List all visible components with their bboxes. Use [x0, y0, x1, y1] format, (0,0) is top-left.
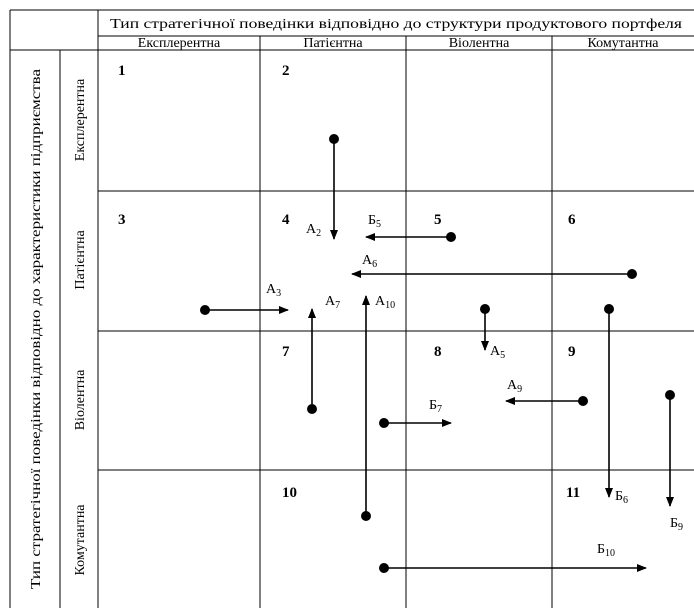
- label-a10: А10: [375, 294, 395, 311]
- label-a3: А3: [266, 282, 281, 299]
- cell-number-7: 7: [282, 344, 290, 360]
- cell-number-10: 10: [282, 485, 297, 501]
- column-header-violent: Віолентна: [449, 36, 510, 51]
- arrow-b6: [604, 304, 614, 498]
- side-title: Тип стратегічної поведінки відповідно до…: [29, 68, 44, 589]
- row-header-patient: Патієнтна: [73, 230, 88, 290]
- arrow-a6: [351, 269, 637, 279]
- label-b9: Б9: [670, 516, 683, 533]
- arrow-a5: [480, 304, 490, 351]
- arrow-b5: [365, 232, 456, 242]
- cell-number-4: 4: [282, 212, 290, 228]
- label-a2: А2: [306, 222, 321, 239]
- header-title: Тип стратегічної поведінки відповідно до…: [110, 17, 683, 32]
- arrow-a3: [200, 305, 289, 315]
- arrow-b7: [379, 418, 452, 428]
- label-a9: А9: [507, 378, 522, 395]
- row-header-commutant: Комутантна: [73, 504, 88, 576]
- label-a6: А6: [362, 253, 377, 270]
- cell-number-3: 3: [118, 212, 126, 228]
- cell-number-2: 2: [282, 63, 290, 79]
- arrow-a7: [307, 308, 317, 414]
- cell-number-8: 8: [434, 344, 442, 360]
- arrow-a10: [361, 295, 371, 521]
- matrix-grid: [9, 9, 694, 608]
- arrow-a9: [505, 396, 588, 406]
- label-a5: А5: [490, 344, 505, 361]
- cell-number-1: 1: [118, 63, 126, 79]
- column-header-explerent: Експлерентна: [138, 36, 221, 51]
- arrow-b10: [379, 563, 647, 573]
- cell-number-11: 11: [566, 485, 580, 501]
- column-header-commutant: Комутантна: [587, 36, 659, 51]
- cell-number-6: 6: [568, 212, 576, 228]
- arrow-b9: [665, 390, 675, 507]
- column-header-patient: Патієнтна: [303, 36, 363, 51]
- label-a7: А7: [325, 294, 340, 311]
- arrow-a2: [329, 134, 339, 240]
- row-header-explerent: Експлерентна: [73, 78, 88, 161]
- row-header-violent: Віолентна: [73, 369, 88, 430]
- label-b5: Б5: [368, 213, 381, 230]
- cell-number-9: 9: [568, 344, 576, 360]
- cell-number-5: 5: [434, 212, 442, 228]
- label-b6: Б6: [615, 489, 628, 506]
- label-b10: Б10: [597, 542, 615, 559]
- label-b7: Б7: [429, 398, 442, 415]
